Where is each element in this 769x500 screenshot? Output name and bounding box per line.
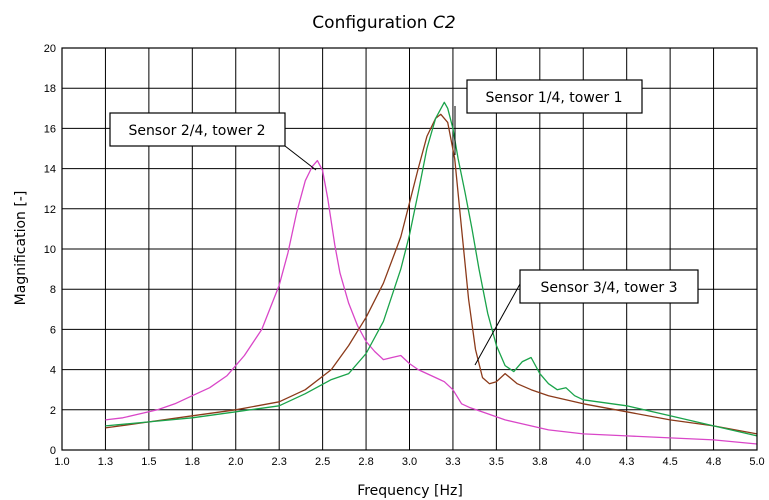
x-tick-label: 1.8: [185, 456, 200, 468]
y-tick-label: 2: [50, 405, 56, 417]
callout-box-sensor-2: [109, 112, 286, 147]
y-tick-label: 8: [50, 284, 56, 296]
y-tick-label: 6: [50, 324, 56, 336]
x-tick-label: 4.5: [662, 456, 677, 468]
grid: [61, 47, 758, 451]
x-tick-label: 5.0: [749, 456, 764, 468]
callout-text-sensor-1: Sensor 1/4, tower 1: [485, 90, 622, 106]
y-tick-label: 16: [44, 123, 56, 135]
y-tick-label: 14: [44, 164, 56, 176]
y-tick-label: 4: [50, 365, 56, 377]
x-tick-label: 1.3: [98, 456, 113, 468]
y-tick-label: 18: [44, 83, 56, 95]
series-line-sensor2: [105, 159, 758, 445]
x-tick-label: 1.0: [54, 456, 69, 468]
series-line-sensor3: [105, 113, 758, 435]
x-axis-label: Frequency [Hz]: [357, 483, 463, 499]
tick-labels: 1.0 1.3 1.5 1.8 2.0 2.3 2.5 2.8 3.0 3.3 3.5 3.8 4.0 4…: [44, 43, 765, 468]
callout-sensor-1: Sensor 1/4, tower 1: [454, 79, 643, 155]
x-tick-label: 1.5: [141, 456, 156, 468]
x-tick-label: 2.0: [228, 456, 243, 468]
x-tick-label: 2.3: [272, 456, 287, 468]
x-tick-label: 4.8: [706, 456, 721, 468]
callout-leader-sensor-3: [474, 283, 521, 366]
y-tick-label: 10: [44, 244, 56, 256]
x-tick-label: 3.5: [489, 456, 504, 468]
y-tick-label: 0: [50, 445, 56, 457]
x-tick-label: 2.8: [358, 456, 373, 468]
plot-frame: [61, 47, 758, 451]
callout-text-sensor-2: Sensor 2/4, tower 2: [128, 123, 265, 139]
callouts: Sensor 1/4, tower 1 Sensor 2/4, tower 2 …: [109, 79, 699, 366]
callout-sensor-3: Sensor 3/4, tower 3: [474, 269, 699, 366]
callout-box-sensor-1: [466, 79, 643, 114]
callout-sensor-2: Sensor 2/4, tower 2: [109, 112, 317, 171]
x-tick-label: 4.3: [619, 456, 634, 468]
callout-box-sensor-3: [519, 269, 699, 304]
y-tick-label: 12: [44, 204, 56, 216]
x-tick-label: 2.5: [315, 456, 330, 468]
series-layer: [105, 101, 758, 445]
x-tick-label: 4.0: [576, 456, 591, 468]
x-tick-label: 3.3: [445, 456, 460, 468]
chart-title: Configuration C2: [312, 13, 455, 33]
x-tick-label: 3.0: [402, 456, 417, 468]
callout-text-sensor-3: Sensor 3/4, tower 3: [540, 280, 677, 296]
y-tick-label: 20: [44, 43, 56, 55]
y-axis-label: Magnification [-]: [13, 191, 29, 306]
x-tick-label: 3.8: [532, 456, 547, 468]
series-line-sensor1: [105, 101, 758, 437]
callout-leader-sensor-2: [284, 145, 317, 171]
